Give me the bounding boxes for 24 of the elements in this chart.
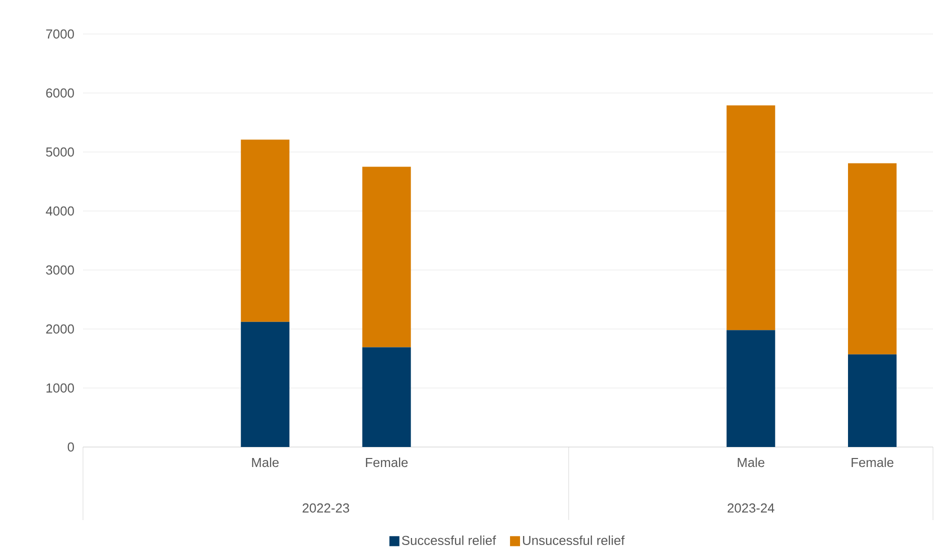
bar xyxy=(848,163,897,354)
bar xyxy=(240,140,290,322)
bar xyxy=(726,330,776,447)
bar xyxy=(362,166,411,348)
legend-label: Successful relief xyxy=(402,535,496,546)
y-tick-label: 2000 xyxy=(46,324,74,334)
y-tick-label: 6000 xyxy=(46,88,74,98)
y-tick-label: 1000 xyxy=(46,383,74,393)
x-tick-label: Female xyxy=(366,458,408,468)
x-tick-label: Male xyxy=(738,458,764,468)
y-tick-label: 5000 xyxy=(46,147,74,157)
text: 2023-24 xyxy=(728,503,774,513)
bar xyxy=(848,354,897,447)
text: 2022-23 xyxy=(302,503,350,513)
y-tick-label: 0 xyxy=(68,442,74,452)
x-tick-label: Female xyxy=(852,458,894,468)
bar xyxy=(362,347,411,447)
x-tick-label: Male xyxy=(252,458,279,468)
y-tick-label: 4000 xyxy=(46,206,74,216)
bar xyxy=(240,322,290,447)
legend-label: Unsucessful relief xyxy=(523,535,625,546)
y-tick-label: 3000 xyxy=(46,265,74,275)
y-tick-label: 7000 xyxy=(46,29,74,39)
bar xyxy=(726,105,776,330)
